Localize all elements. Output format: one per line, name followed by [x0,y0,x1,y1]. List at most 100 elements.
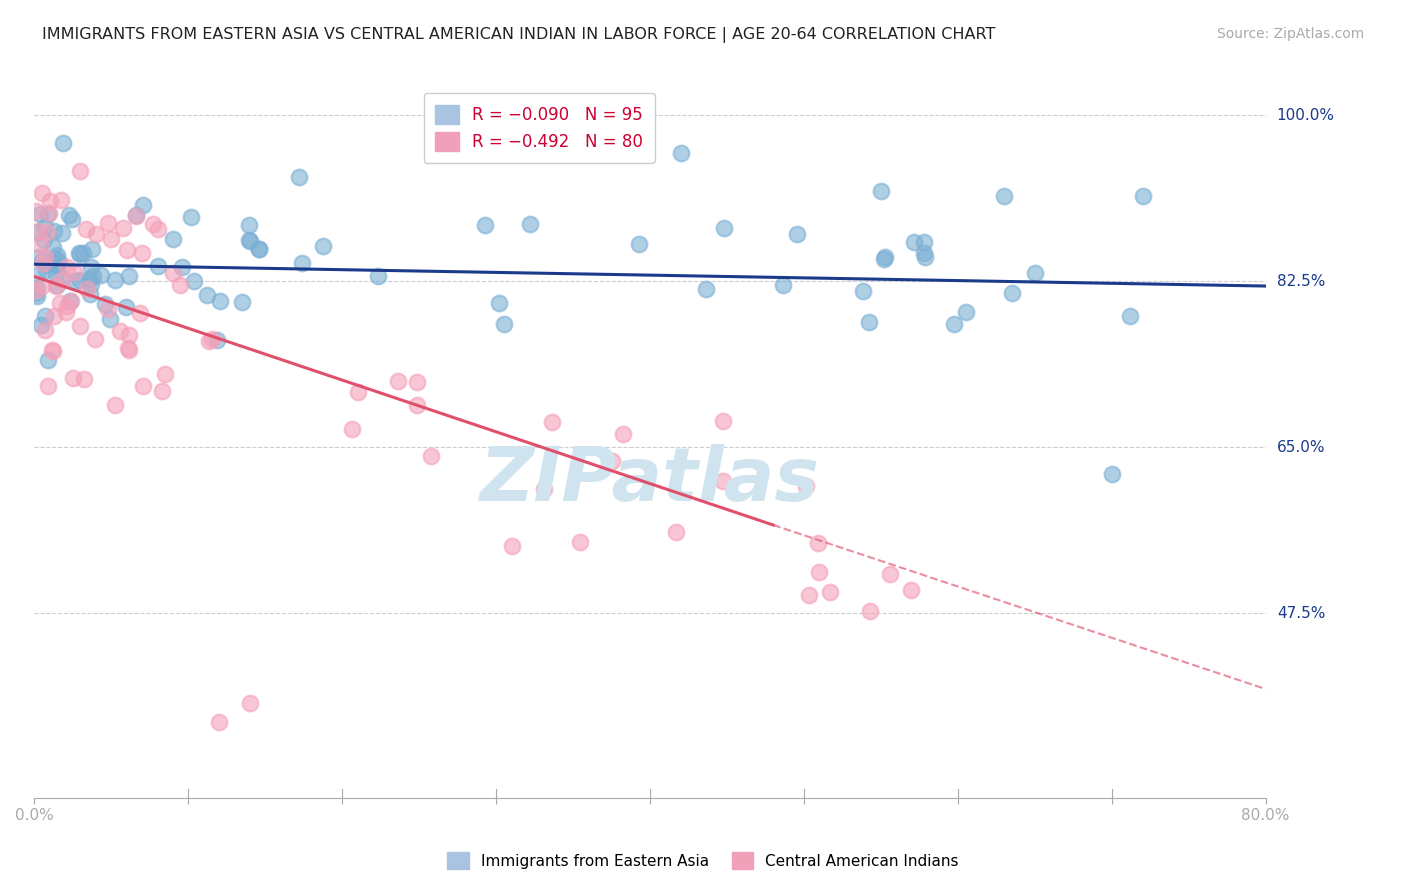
Point [665,525,688,540]
Point [69,318,91,333]
Point [31,253,53,268]
Point [25,285,48,300]
Legend: Immigrants from Eastern Asia, Central American Indians: Immigrants from Eastern Asia, Central Am… [441,846,965,875]
Point [48,255,70,269]
Point [34,219,56,234]
Point [31,279,53,293]
Point [104,273,127,287]
Point [45,267,67,281]
Point [65,274,87,288]
Point [55,305,77,319]
Text: 100.0%: 100.0% [1277,108,1334,123]
Point [125,208,148,222]
Point [183,274,205,288]
Point [162,232,184,246]
Point [25,289,48,303]
Point [873,250,896,264]
Point [97,216,120,230]
Point [51,273,73,287]
Point [1132,189,1154,203]
Point [231,294,253,309]
Text: IMMIGRANTS FROM EASTERN ASIA VS CENTRAL AMERICAN INDIAN IN LABOR FORCE | AGE 20-: IMMIGRANTS FROM EASTERN ASIA VS CENTRAL … [42,27,995,43]
Point [807,536,830,550]
Point [150,384,173,399]
Point [162,266,184,280]
Point [118,269,141,284]
Point [711,475,734,489]
Point [60,211,83,226]
Point [859,604,882,618]
Point [238,218,260,232]
Point [45,258,67,272]
Point [879,567,901,582]
Point [808,566,831,580]
Point [51,193,73,207]
Point [69,246,91,260]
Point [501,539,523,553]
Point [27,225,49,239]
Point [82,269,104,284]
Point [405,375,427,389]
Point [60,293,83,308]
Point [291,255,314,269]
Point [25,281,48,295]
Point [75,222,97,236]
Point [247,242,270,256]
Point [79,287,101,301]
Point [108,325,131,339]
Point [27,268,49,282]
Point [79,260,101,275]
Point [30,238,52,252]
Point [52,136,75,151]
Point [62,371,84,385]
Point [69,273,91,287]
Point [852,285,875,299]
Point [238,233,260,247]
Point [84,227,107,241]
Point [56,260,79,275]
Point [90,268,112,282]
Point [900,582,922,597]
Point [129,305,152,319]
Point [669,146,692,161]
Point [955,305,977,319]
Point [35,225,58,239]
Point [797,588,820,602]
Point [31,186,53,201]
Point [600,454,623,468]
Point [25,204,48,219]
Point [288,170,311,185]
Legend: R = −0.090   N = 95, R = −0.492   N = 80: R = −0.090 N = 95, R = −0.492 N = 80 [423,93,655,163]
Point [239,696,262,710]
Point [1001,285,1024,300]
Point [207,333,229,347]
Point [249,242,271,256]
Point [37,353,59,368]
Point [31,256,53,270]
Point [35,258,58,272]
Point [132,197,155,211]
Point [208,715,231,730]
Point [41,343,63,357]
Point [786,227,808,241]
Point [45,252,67,266]
Point [32,233,55,247]
Point [569,535,592,549]
Point [312,239,335,253]
Text: ZIPatlas: ZIPatlas [479,444,820,517]
Point [117,341,139,355]
Point [208,293,231,308]
Point [695,282,717,296]
Point [67,245,90,260]
Point [34,323,56,337]
Point [51,271,73,285]
Point [711,414,734,428]
Point [115,300,138,314]
Point [46,278,69,293]
Point [142,217,165,231]
Point [38,206,60,220]
Point [80,277,103,292]
Point [492,317,515,331]
Point [125,210,148,224]
Point [84,332,107,346]
